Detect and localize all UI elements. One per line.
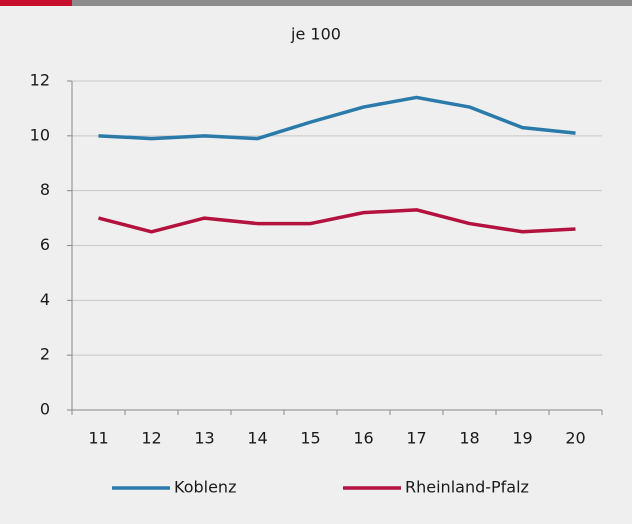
top-bar	[72, 0, 632, 6]
x-tick-label: 14	[247, 429, 267, 448]
line-series	[98, 208, 576, 234]
x-tick-label: 11	[88, 429, 108, 448]
x-tick-label: 15	[300, 429, 320, 448]
x-tick-label: 13	[194, 429, 214, 448]
legend-label: Rheinland-Pfalz	[405, 478, 529, 497]
legend-label: Koblenz	[174, 478, 236, 497]
y-tick-label: 0	[40, 400, 50, 419]
y-tick-label: 12	[30, 71, 50, 90]
y-tick-label: 2	[40, 345, 50, 364]
top-bar-accent	[0, 0, 72, 6]
x-tick-label: 17	[406, 429, 426, 448]
y-tick-label: 4	[40, 290, 50, 309]
line-series	[98, 95, 576, 141]
x-tick-label: 16	[353, 429, 373, 448]
x-tick-label: 19	[512, 429, 532, 448]
x-tick-label: 20	[565, 429, 585, 448]
y-tick-label: 10	[30, 125, 50, 144]
x-tick-label: 12	[141, 429, 161, 448]
y-tick-label: 8	[40, 180, 50, 199]
y-tick-label: 6	[40, 235, 50, 254]
chart-title: je 100	[290, 25, 341, 44]
x-tick-label: 18	[459, 429, 479, 448]
